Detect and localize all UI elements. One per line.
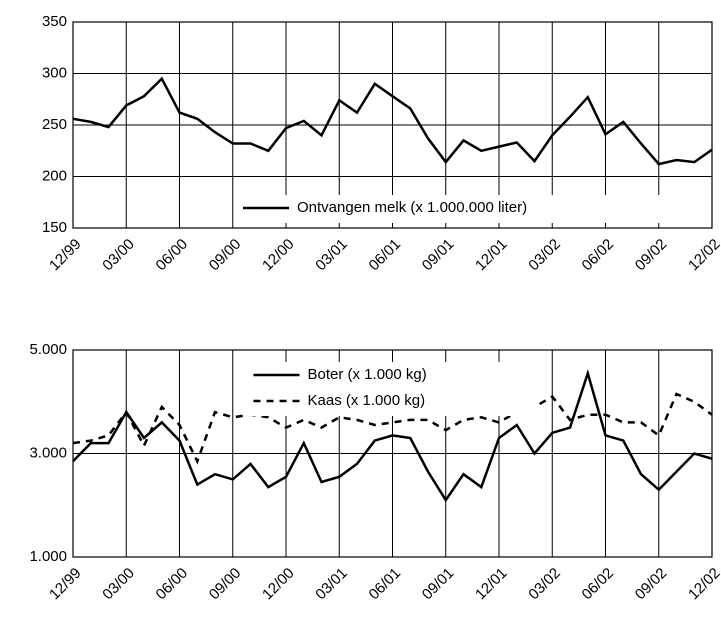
y-tick-label: 200 <box>42 167 67 184</box>
x-tick-label: 03/00 <box>99 565 138 604</box>
x-tick-label: 09/02 <box>632 236 671 275</box>
data-line <box>72 369 713 503</box>
x-tick-label: 12/99 <box>46 565 85 604</box>
x-tick-label: 12/99 <box>46 236 85 275</box>
plot-frame <box>72 349 713 558</box>
y-tick-label: 3.000 <box>29 444 67 461</box>
x-tick-label: 03/00 <box>99 236 138 275</box>
x-tick-label: 09/01 <box>419 565 458 604</box>
x-tick-label: 03/02 <box>525 236 564 275</box>
x-tick-label: 06/01 <box>366 236 405 275</box>
y-tick-label: 300 <box>42 64 67 81</box>
x-tick-label: 12/02 <box>685 236 721 275</box>
y-tick-label: 150 <box>42 219 67 236</box>
x-tick-label: 06/00 <box>153 236 192 275</box>
x-tick-label: 12/02 <box>685 565 721 604</box>
legend-box <box>247 362 538 416</box>
x-tick-label: 09/00 <box>206 565 245 604</box>
y-tick-label: 350 <box>42 13 67 30</box>
x-tick-label: 09/00 <box>206 236 245 275</box>
x-tick-label: 06/02 <box>579 236 618 275</box>
x-tick-label: 09/01 <box>419 236 458 275</box>
legend-label: Ontvangen melk (x 1.000.000 liter) <box>297 199 527 216</box>
data-line <box>72 392 713 465</box>
y-tick-label: 250 <box>42 116 67 133</box>
x-tick-label: 06/00 <box>153 565 192 604</box>
x-tick-label: 12/01 <box>472 236 511 275</box>
x-tick-label: 03/01 <box>312 565 351 604</box>
plot-frame <box>72 21 713 229</box>
y-tick-label: 5.000 <box>29 341 67 358</box>
x-tick-label: 12/00 <box>259 565 298 604</box>
x-tick-label: 12/01 <box>472 565 511 604</box>
legend-box <box>237 195 707 223</box>
legend-label: Boter (x 1.000 kg) <box>308 366 427 383</box>
x-tick-label: 03/01 <box>312 236 351 275</box>
x-tick-label: 09/02 <box>632 565 671 604</box>
x-tick-label: 06/01 <box>366 565 405 604</box>
x-tick-label: 06/02 <box>579 565 618 604</box>
x-tick-label: 03/02 <box>525 565 564 604</box>
y-tick-label: 1.000 <box>29 548 67 565</box>
legend-label: Kaas (x 1.000 kg) <box>308 392 426 409</box>
data-line <box>72 76 713 166</box>
x-tick-label: 12/00 <box>259 236 298 275</box>
